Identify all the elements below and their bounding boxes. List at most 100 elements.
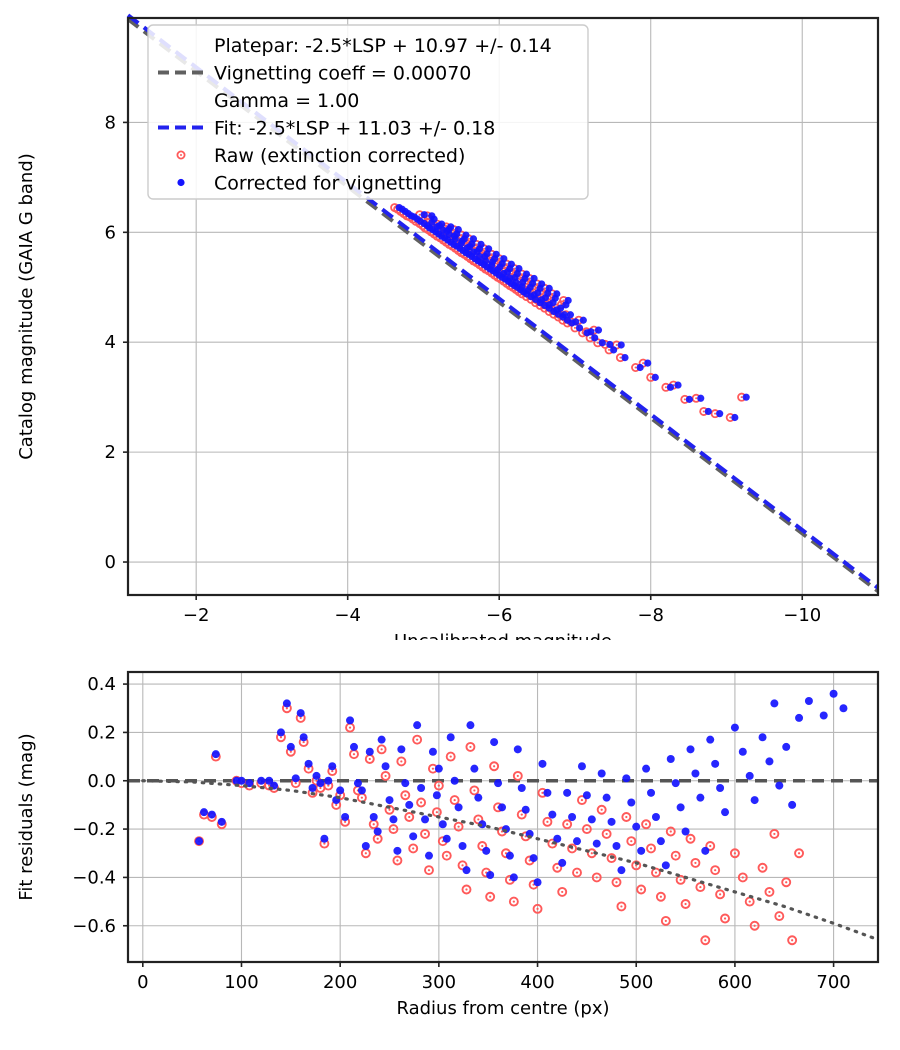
axes-frame bbox=[126, 16, 880, 597]
data-point-core bbox=[323, 842, 326, 845]
y-tick-label: 2 bbox=[105, 442, 116, 463]
data-point bbox=[505, 851, 514, 860]
plot-background bbox=[128, 672, 878, 962]
data-point-core bbox=[659, 895, 662, 898]
data-point bbox=[627, 798, 636, 807]
data-point bbox=[381, 762, 390, 771]
data-point bbox=[388, 824, 399, 835]
data-point bbox=[738, 747, 747, 756]
data-point bbox=[573, 837, 582, 846]
data-point bbox=[612, 842, 621, 850]
data-point bbox=[617, 866, 626, 875]
data-point-core bbox=[733, 852, 737, 855]
data-point-core bbox=[546, 820, 549, 823]
data-point-core bbox=[339, 794, 342, 797]
data-point-core bbox=[512, 900, 515, 903]
data-point-core bbox=[797, 852, 801, 855]
data-point-core bbox=[460, 234, 463, 237]
data-point bbox=[637, 846, 646, 855]
data-point bbox=[377, 735, 386, 744]
data-point bbox=[716, 784, 725, 792]
data-point bbox=[750, 796, 759, 805]
legend-marker-raw-core bbox=[180, 154, 182, 156]
data-point bbox=[447, 223, 455, 231]
data-point bbox=[485, 245, 493, 253]
data-point bbox=[516, 809, 527, 820]
data-point bbox=[521, 805, 530, 814]
data-point bbox=[416, 797, 427, 808]
data-point bbox=[417, 784, 426, 792]
y-tick-label: 0.4 bbox=[87, 674, 116, 695]
data-point bbox=[533, 878, 542, 887]
data-point bbox=[691, 769, 700, 778]
data-point bbox=[446, 733, 455, 742]
data-point bbox=[681, 827, 690, 836]
data-point-core bbox=[419, 801, 423, 804]
data-point bbox=[304, 759, 313, 768]
data-point-core bbox=[427, 869, 431, 872]
data-point-core bbox=[396, 859, 399, 862]
data-point-core bbox=[664, 919, 667, 923]
data-point-core bbox=[285, 707, 288, 710]
data-point bbox=[454, 803, 463, 812]
data-point-core bbox=[625, 815, 628, 819]
data-point-core bbox=[566, 823, 569, 826]
data-point-core bbox=[679, 878, 682, 881]
data-point bbox=[788, 800, 797, 809]
data-point-core bbox=[392, 827, 395, 831]
data-point bbox=[490, 738, 499, 747]
platepar-line bbox=[126, 17, 880, 593]
data-point bbox=[666, 383, 675, 391]
data-point bbox=[742, 393, 750, 401]
data-point bbox=[553, 834, 562, 843]
data-point bbox=[409, 832, 418, 841]
x-tick-label: −10 bbox=[783, 605, 821, 626]
data-point bbox=[819, 711, 828, 720]
data-point bbox=[336, 786, 345, 795]
legend-marker-raw bbox=[176, 150, 186, 160]
data-point bbox=[686, 745, 695, 754]
data-point bbox=[621, 812, 632, 822]
data-point-core bbox=[773, 832, 776, 836]
data-point-core bbox=[699, 885, 702, 889]
y-tick-label: 8 bbox=[105, 112, 116, 133]
data-point-core bbox=[380, 748, 383, 751]
data-point bbox=[449, 795, 460, 806]
data-point bbox=[644, 359, 652, 367]
data-point-core bbox=[453, 798, 456, 802]
data-point-core bbox=[694, 861, 697, 865]
data-point bbox=[393, 846, 402, 855]
data-point-core bbox=[573, 326, 576, 329]
data-point-core bbox=[412, 847, 415, 850]
legend-label: Platepar: -2.5*LSP + 10.97 +/- 0.14 bbox=[214, 35, 552, 57]
data-point bbox=[398, 205, 406, 213]
data-point-core bbox=[445, 854, 448, 857]
data-point-core bbox=[368, 757, 371, 761]
data-point-core bbox=[384, 774, 387, 778]
data-point bbox=[787, 935, 798, 946]
data-point bbox=[465, 741, 476, 752]
x-tick-label: 0 bbox=[137, 972, 148, 993]
data-point-core bbox=[674, 854, 677, 857]
data-point-core bbox=[279, 736, 283, 739]
data-point-core bbox=[683, 398, 686, 401]
data-point bbox=[764, 886, 775, 897]
data-point-core bbox=[649, 847, 653, 850]
data-point bbox=[545, 284, 553, 292]
data-point-core bbox=[689, 837, 692, 840]
calibration-panel: −2 −4 −6 −8 −10 0 2 4 6 8 Uncalibrated magnitude Ca… bbox=[16, 13, 880, 640]
data-point bbox=[622, 774, 631, 783]
data-point bbox=[577, 762, 586, 771]
data-point bbox=[392, 855, 403, 866]
data-point-core bbox=[551, 292, 554, 295]
data-point bbox=[494, 779, 503, 788]
data-point-core bbox=[704, 939, 707, 942]
data-point bbox=[647, 788, 656, 797]
data-point bbox=[538, 280, 546, 288]
data-point bbox=[404, 812, 415, 822]
data-point bbox=[276, 728, 285, 737]
data-point-core bbox=[589, 336, 592, 339]
data-point-core bbox=[709, 844, 712, 848]
data-point bbox=[195, 837, 204, 846]
